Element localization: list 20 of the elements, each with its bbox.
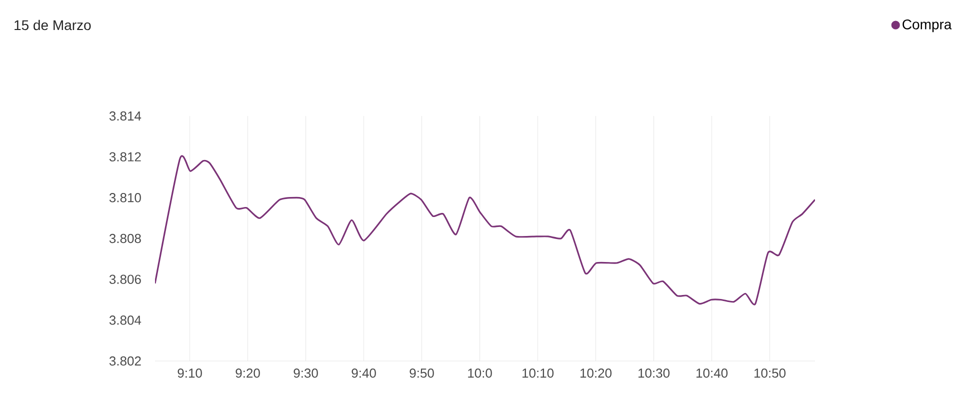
y-tick-label: 3.802 — [109, 356, 141, 366]
y-tick-label: 3.810 — [109, 193, 141, 202]
y-tick-label: 3.804 — [109, 316, 142, 325]
chart-title: 15 de Marzo — [14, 20, 91, 30]
x-tick-label: 10:40 — [696, 368, 728, 378]
x-tick-label: 9:10 — [178, 368, 202, 378]
x-tick-label: 9:50 — [410, 368, 434, 378]
x-tick-label: 9:20 — [236, 368, 260, 378]
x-tick-label: 10:20 — [580, 368, 612, 378]
y-tick-label: 3.812 — [109, 152, 141, 162]
y-tick-label: 3.806 — [109, 274, 141, 284]
legend-label: Compra — [902, 19, 952, 32]
y-tick-label: 3.814 — [109, 111, 142, 121]
y-tick-label: 3.808 — [109, 234, 141, 244]
x-tick-label: 10:10 — [522, 368, 554, 378]
x-tick-label: 10:50 — [754, 368, 786, 378]
x-tick-label: 10:30 — [638, 368, 670, 378]
x-tick-label: 9:30 — [294, 368, 318, 378]
x-tick-label: 9:40 — [352, 368, 376, 378]
x-tick-label: 10:0 — [468, 368, 492, 378]
